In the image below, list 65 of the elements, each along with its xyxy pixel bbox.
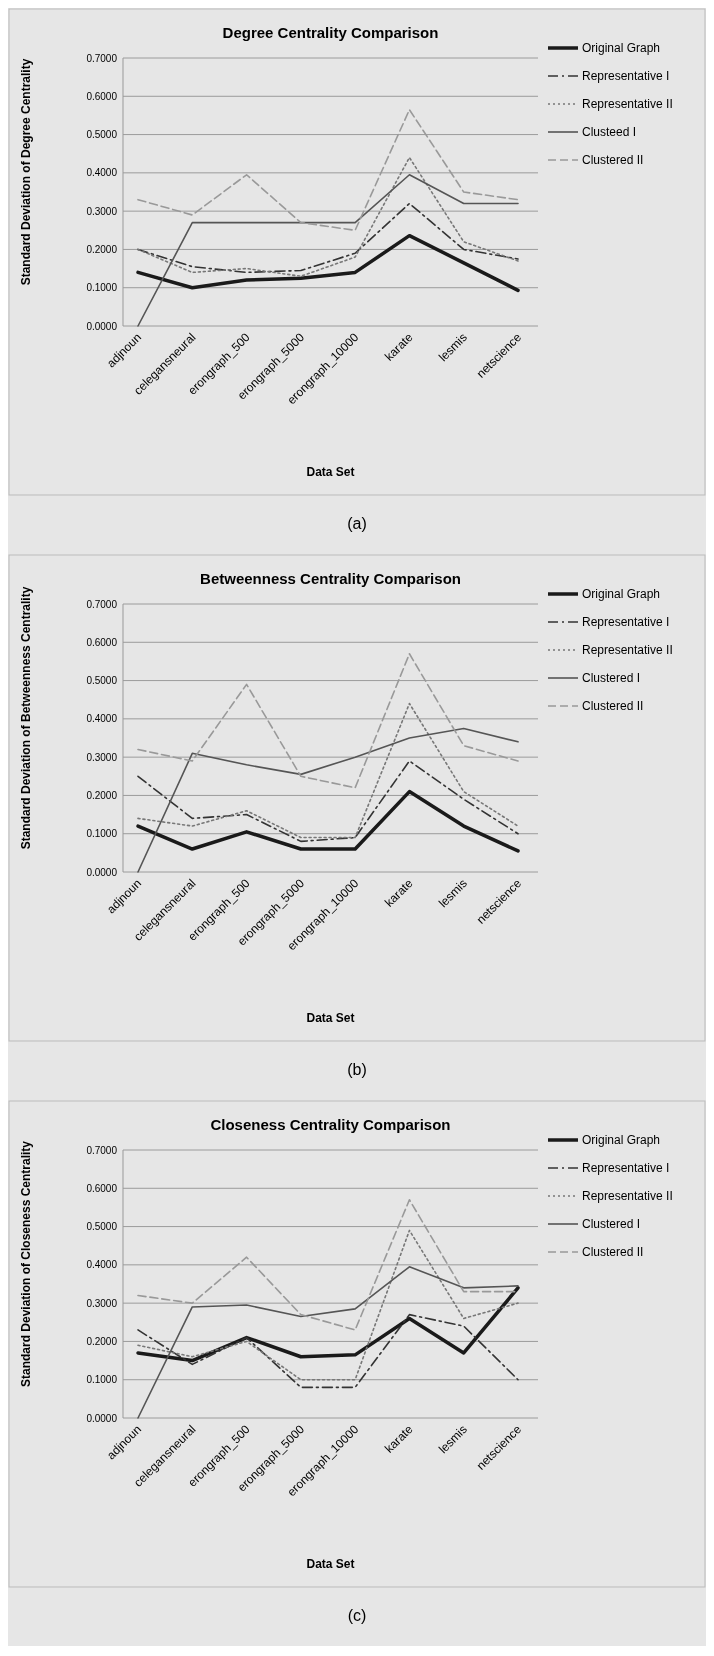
y-tick-label: 0.3000 xyxy=(86,205,118,217)
line-series xyxy=(137,173,519,327)
line-series xyxy=(137,156,519,278)
legend-label: Original Graph xyxy=(582,587,661,602)
legend-label: Representative II xyxy=(582,1189,673,1204)
legend-label: Original Graph xyxy=(582,41,661,56)
x-axis-title: Data Set xyxy=(306,465,355,479)
chart-title: Closeness Centrality Comparison xyxy=(210,1116,451,1133)
y-tick-label: 0.5000 xyxy=(86,675,118,687)
y-axis-title: Standard Deviation of Closeness Centrality xyxy=(19,1140,33,1388)
legend-label: Original Graph xyxy=(582,1133,661,1148)
line-series xyxy=(137,760,519,843)
y-tick-label: 0.0000 xyxy=(86,866,118,878)
legend-label: Representative I xyxy=(582,1161,670,1176)
y-tick-label: 0.1000 xyxy=(86,828,118,840)
line-series xyxy=(136,789,520,853)
y-tick-label: 0.7000 xyxy=(86,52,118,64)
y-tick-label: 0.2000 xyxy=(86,1335,118,1347)
line-series xyxy=(137,1265,519,1419)
legend-label: Representative II xyxy=(582,97,673,112)
line-series xyxy=(137,108,519,232)
legend-label: Representative I xyxy=(582,69,670,84)
legend-label: Clustered II xyxy=(582,1245,644,1260)
text: (c) xyxy=(347,1607,367,1624)
legend-label: Clustered II xyxy=(582,699,644,714)
y-tick-label: 0.1000 xyxy=(86,282,118,294)
y-tick-label: 0.0000 xyxy=(86,320,118,332)
legend-label: Clusteed I xyxy=(582,125,637,140)
y-tick-label: 0.5000 xyxy=(86,129,118,141)
y-tick-label: 0.3000 xyxy=(86,1297,118,1309)
legend-label: Representative I xyxy=(582,615,670,630)
line-series xyxy=(136,1286,520,1363)
y-tick-label: 0.1000 xyxy=(86,1374,118,1386)
y-tick-label: 0.7000 xyxy=(86,1144,118,1156)
line-series xyxy=(137,1313,519,1389)
line-series xyxy=(137,702,519,839)
y-tick-label: 0.0000 xyxy=(86,1412,118,1424)
y-axis-title: Standard Deviation of Betweenness Centrality xyxy=(19,586,33,850)
line-series xyxy=(137,202,519,274)
y-tick-label: 0.7000 xyxy=(86,598,118,610)
y-tick-label: 0.4000 xyxy=(86,713,118,725)
y-axis-title: Standard Deviation of Degree Centrality xyxy=(19,58,33,286)
line-series xyxy=(137,727,519,873)
y-tick-label: 0.6000 xyxy=(86,90,118,102)
text: (b) xyxy=(347,1061,367,1078)
line-series xyxy=(137,652,519,789)
y-tick-label: 0.2000 xyxy=(86,243,118,255)
y-tick-label: 0.4000 xyxy=(86,167,118,179)
x-axis-title: Data Set xyxy=(306,1011,355,1025)
y-tick-label: 0.2000 xyxy=(86,789,118,801)
y-tick-label: 0.5000 xyxy=(86,1221,118,1233)
legend-label: Representative II xyxy=(582,643,673,658)
legend-label: Clustered I xyxy=(582,671,641,686)
line-series xyxy=(137,1229,519,1381)
chart-title: Degree Centrality Comparison xyxy=(222,24,439,41)
x-axis-title: Data Set xyxy=(306,1557,355,1571)
y-tick-label: 0.6000 xyxy=(86,636,118,648)
line-series xyxy=(136,233,520,293)
y-tick-label: 0.4000 xyxy=(86,1259,118,1271)
text: (a) xyxy=(347,515,367,532)
chart-title: Betweenness Centrality Comparison xyxy=(200,570,461,587)
legend-label: Clustered II xyxy=(582,153,644,168)
y-tick-label: 0.6000 xyxy=(86,1182,118,1194)
y-tick-label: 0.3000 xyxy=(86,751,118,763)
legend-label: Clustered I xyxy=(582,1217,641,1232)
